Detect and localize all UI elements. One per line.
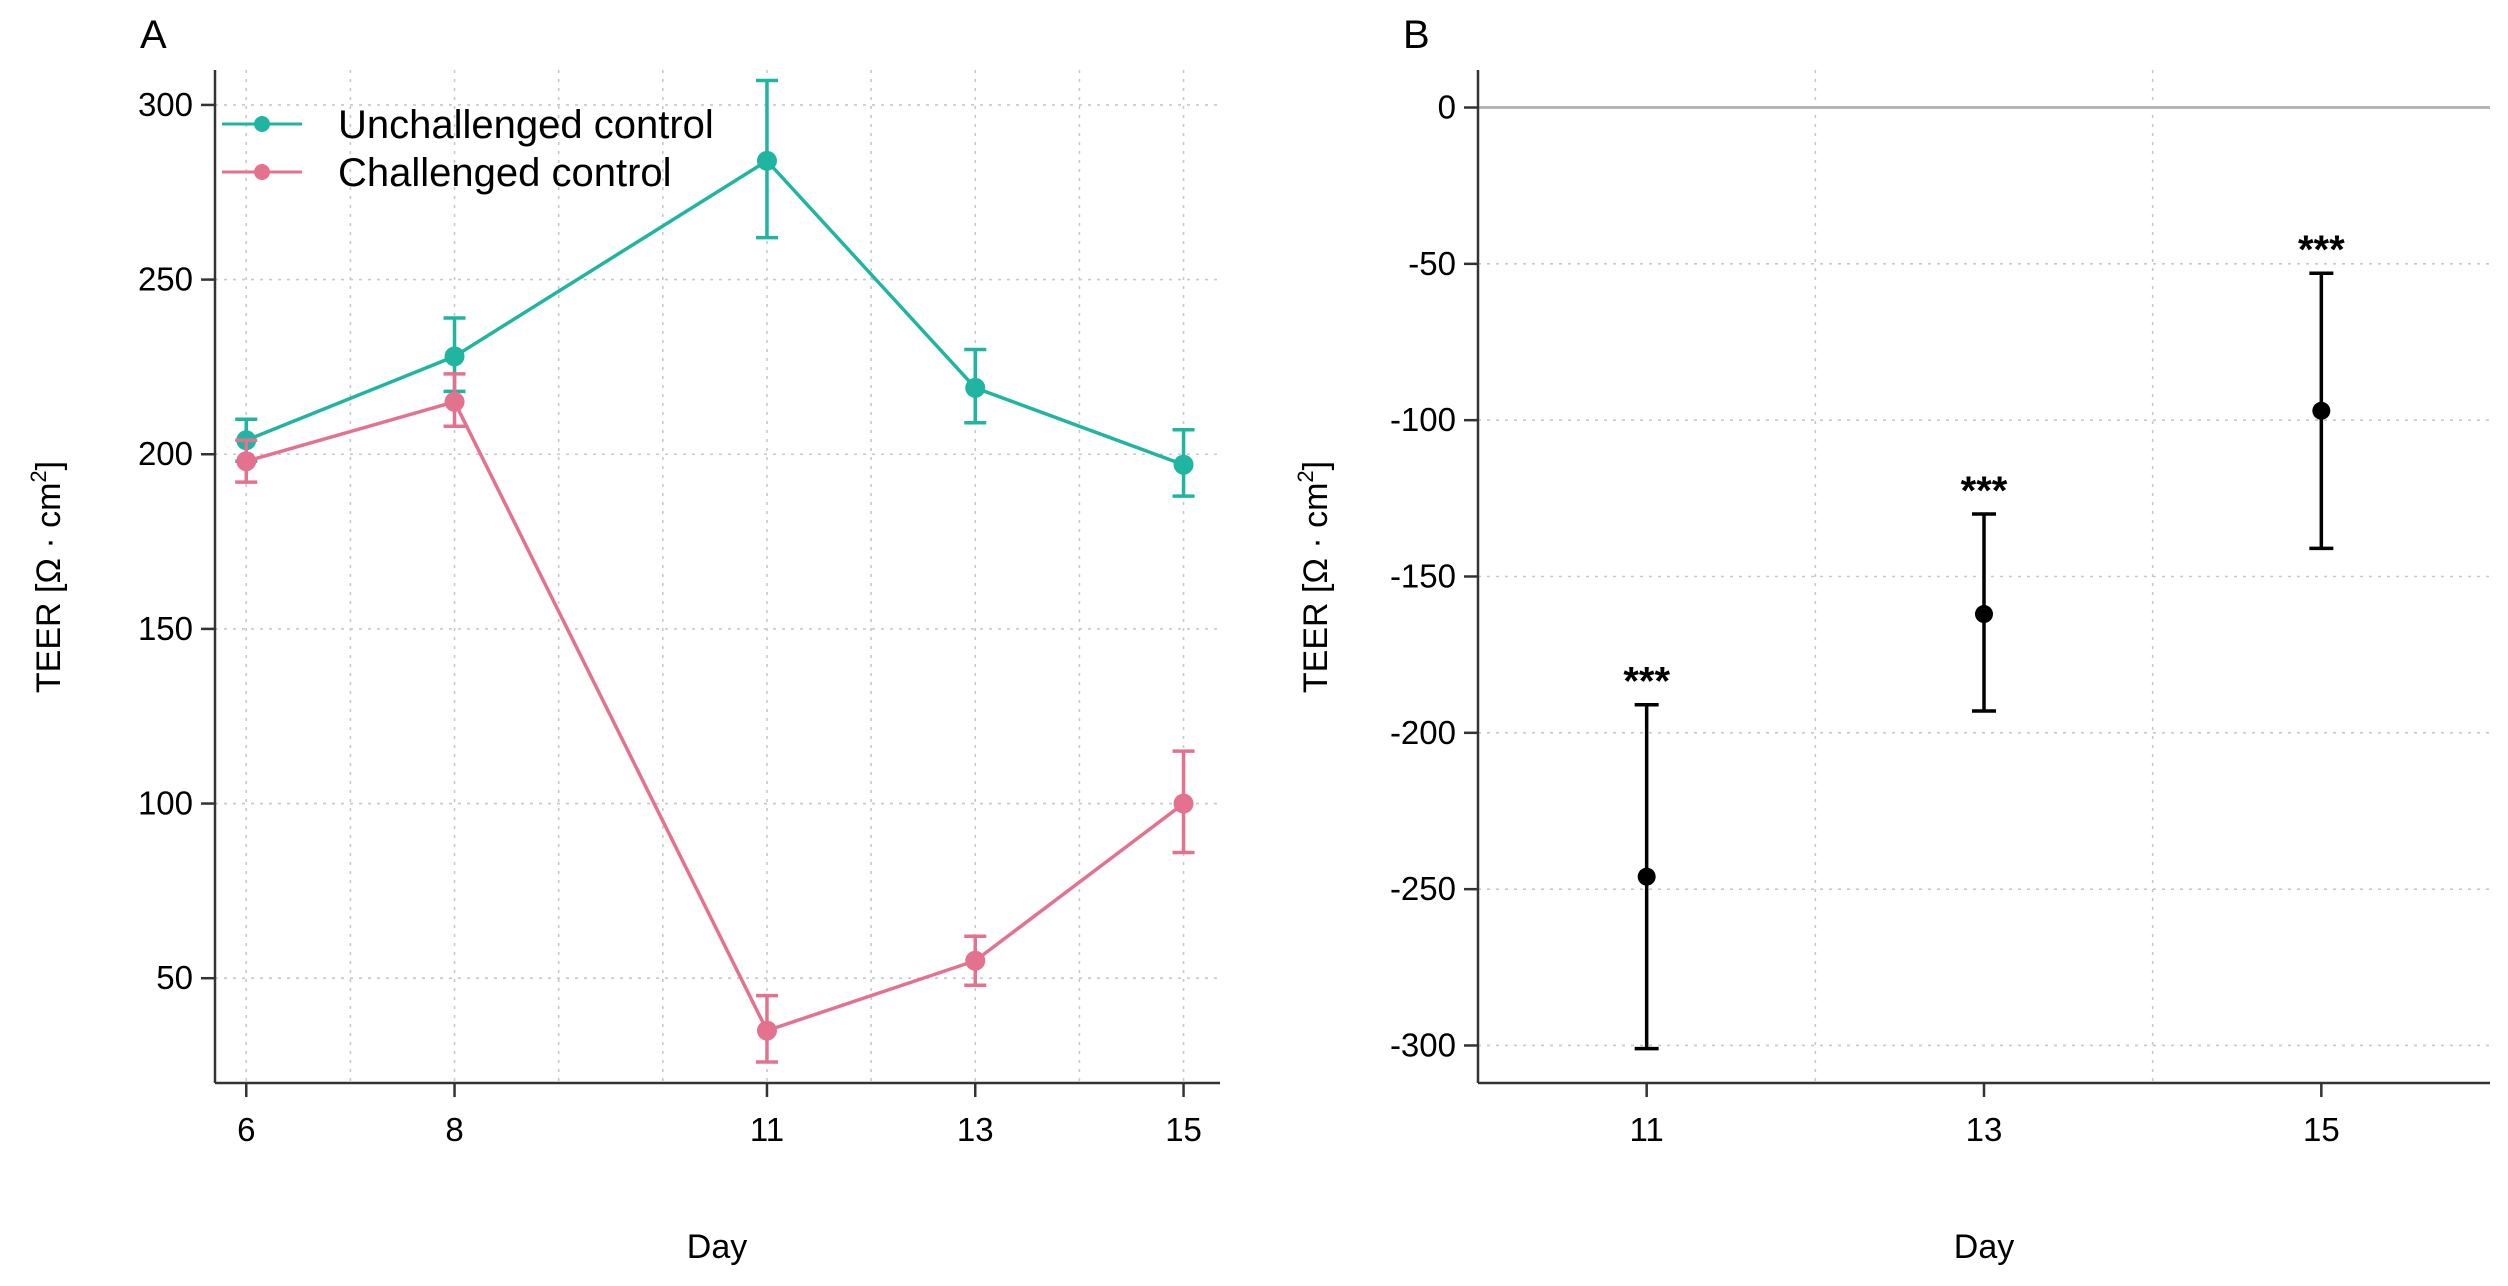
- y-tick-label: 100: [138, 785, 193, 822]
- data-point: [1975, 605, 1993, 624]
- panel-b-x-axis-title: Day: [1954, 1228, 2014, 1266]
- panel-a-label: A: [140, 13, 167, 57]
- y-tick-label: 50: [156, 959, 193, 996]
- series-line: [245, 399, 1185, 1033]
- panel-b-y-axis-title-main: TEER [Ω · cm: [1297, 483, 1335, 694]
- legend-label-unchallenged: Unchallenged control: [338, 103, 714, 147]
- panel-a-x-axis-title: Day: [687, 1228, 747, 1266]
- legend-item-unchallenged: Unchallenged control: [222, 103, 714, 147]
- significance-label: ***: [2298, 228, 2345, 272]
- data-point: [1637, 867, 1656, 886]
- panel-b-x-ticks: 11 13 15: [1630, 1083, 2340, 1148]
- legend-item-challenged: Challenged control: [222, 151, 672, 195]
- y-tick-label: -300: [1390, 1026, 1456, 1063]
- y-tick-label: 250: [138, 261, 193, 298]
- data-point: [756, 150, 777, 171]
- x-tick-label: 15: [2303, 1111, 2340, 1148]
- panel-b-y-axis-title-sup: 2: [1293, 470, 1318, 482]
- significance-label: ***: [1961, 469, 2008, 513]
- panel-a-y-axis-title-sup: 2: [26, 470, 51, 482]
- panel-a-y-axis-title-main: TEER [Ω · cm: [30, 483, 68, 694]
- panel-a-series: [235, 78, 1195, 1064]
- significance-label: ***: [1623, 660, 1670, 704]
- data-point: [2312, 401, 2331, 420]
- legend-label-challenged: Challenged control: [338, 151, 672, 195]
- y-tick-label: -100: [1390, 401, 1456, 438]
- data-point: [965, 950, 986, 971]
- data-point: [1173, 793, 1194, 814]
- panel-b-series: *** *** ***: [1623, 228, 2345, 1051]
- x-tick-label: 11: [750, 1111, 784, 1148]
- x-tick-label: 13: [1966, 1111, 2003, 1148]
- data-point: [756, 1020, 777, 1041]
- y-tick-label: 150: [138, 610, 193, 647]
- panel-a-x-ticks: 6 8 11 13 15: [237, 1083, 1202, 1148]
- y-tick-label: 200: [138, 435, 193, 472]
- panel-b: B 0 -50 -100 -150 -200 -250 -300 11 13 15 Day TE…: [1293, 13, 2490, 1266]
- legend-marker-unchallenged: [254, 116, 270, 132]
- panel-a-y-axis-title-end: ]: [30, 461, 68, 470]
- panel-a-legend: Unchallenged control Challenged control: [222, 103, 714, 195]
- series-difference: *** *** ***: [1623, 228, 2345, 1051]
- data-point: [236, 451, 257, 472]
- panel-b-y-axis-title: TEER [Ω · cm2]: [1293, 461, 1335, 693]
- x-tick-label: 8: [445, 1111, 463, 1148]
- y-tick-label: 0: [1438, 89, 1456, 126]
- legend-marker-challenged: [254, 164, 270, 180]
- panel-a: A 50 100 150 200 250 300 6 8 11 13 15 Day TEER [Ω…: [26, 13, 1220, 1266]
- y-tick-label: -250: [1390, 870, 1456, 907]
- series-line: [245, 158, 1185, 467]
- panel-a-y-ticks: 50 100 150 200 250 300: [138, 86, 215, 996]
- panel-b-y-ticks: 0 -50 -100 -150 -200 -250 -300: [1390, 89, 1478, 1063]
- x-tick-label: 15: [1165, 1111, 1202, 1148]
- data-point: [444, 346, 465, 367]
- x-tick-label: 6: [237, 1111, 255, 1148]
- series-challenged-control: [235, 372, 1195, 1064]
- data-point: [1173, 454, 1194, 475]
- y-tick-label: -150: [1390, 558, 1456, 595]
- panel-b-label: B: [1403, 13, 1430, 57]
- data-point: [444, 391, 465, 412]
- panel-b-y-axis-title-end: ]: [1297, 461, 1335, 470]
- x-tick-label: 11: [1630, 1111, 1664, 1148]
- y-tick-label: -50: [1408, 245, 1456, 282]
- panel-a-grid: [215, 70, 1220, 1083]
- y-tick-label: -200: [1390, 714, 1456, 751]
- series-unchallenged-control: [235, 78, 1195, 498]
- panel-a-y-axis-title: TEER [Ω · cm2]: [26, 461, 68, 693]
- x-tick-label: 13: [957, 1111, 994, 1148]
- y-tick-label: 300: [138, 86, 193, 123]
- data-point: [965, 377, 986, 398]
